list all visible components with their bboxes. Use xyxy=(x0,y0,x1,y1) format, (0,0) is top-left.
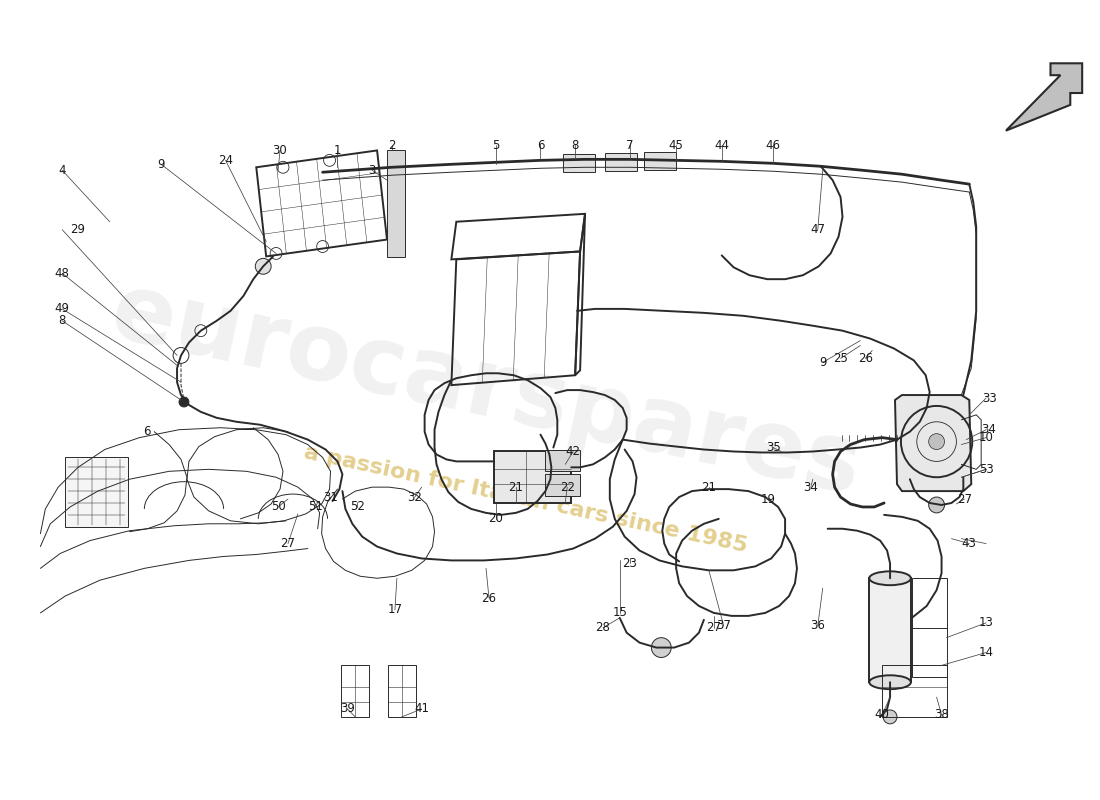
Text: 19: 19 xyxy=(761,493,776,506)
Text: 34: 34 xyxy=(803,481,818,494)
Text: 7: 7 xyxy=(626,139,634,152)
Circle shape xyxy=(928,434,945,450)
Text: 8: 8 xyxy=(58,314,66,327)
Text: 17: 17 xyxy=(387,603,403,617)
Text: 22: 22 xyxy=(560,481,574,494)
Text: 27: 27 xyxy=(706,622,722,634)
Text: 53: 53 xyxy=(979,463,993,476)
Text: 10: 10 xyxy=(979,431,993,444)
Circle shape xyxy=(883,710,896,724)
Text: 26: 26 xyxy=(858,352,872,365)
Text: 49: 49 xyxy=(55,302,69,315)
Text: 33: 33 xyxy=(981,391,997,405)
Bar xyxy=(494,451,571,503)
Text: 34: 34 xyxy=(981,423,997,436)
Text: 4: 4 xyxy=(58,164,66,177)
Text: 29: 29 xyxy=(70,223,86,236)
Polygon shape xyxy=(65,458,128,526)
Text: 27: 27 xyxy=(957,493,971,506)
Polygon shape xyxy=(1005,63,1082,130)
Bar xyxy=(645,153,676,170)
Text: 5: 5 xyxy=(492,139,499,152)
Text: 2: 2 xyxy=(388,139,396,152)
Text: 30: 30 xyxy=(273,144,287,157)
Bar xyxy=(546,450,580,471)
Bar xyxy=(605,154,637,171)
Text: 37: 37 xyxy=(716,619,732,632)
Text: 9: 9 xyxy=(820,356,826,369)
Text: 42: 42 xyxy=(565,445,581,458)
Polygon shape xyxy=(895,395,971,491)
Text: 21: 21 xyxy=(702,481,716,494)
Bar xyxy=(387,150,405,258)
Text: 21: 21 xyxy=(508,481,524,494)
Text: 47: 47 xyxy=(811,223,825,236)
Bar xyxy=(912,578,946,678)
Text: 52: 52 xyxy=(350,501,365,514)
Text: 25: 25 xyxy=(833,352,848,365)
Bar xyxy=(563,154,595,172)
Text: 46: 46 xyxy=(766,139,781,152)
Text: 38: 38 xyxy=(934,709,949,722)
Text: 20: 20 xyxy=(488,512,504,526)
Text: 51: 51 xyxy=(308,501,323,514)
Bar xyxy=(869,578,911,682)
Ellipse shape xyxy=(869,675,911,689)
Text: 45: 45 xyxy=(669,139,683,152)
Text: 3: 3 xyxy=(368,164,376,177)
Text: 36: 36 xyxy=(811,619,825,632)
Text: a passion for Italian cars since 1985: a passion for Italian cars since 1985 xyxy=(302,442,749,556)
Text: 15: 15 xyxy=(613,606,627,619)
Text: 28: 28 xyxy=(595,622,610,634)
Circle shape xyxy=(255,258,271,274)
Text: 41: 41 xyxy=(415,702,429,715)
Text: 32: 32 xyxy=(407,490,422,503)
Text: 14: 14 xyxy=(979,646,993,659)
Text: 44: 44 xyxy=(714,139,729,152)
Text: 40: 40 xyxy=(874,709,890,722)
Ellipse shape xyxy=(869,571,911,585)
Text: 24: 24 xyxy=(218,154,233,167)
Circle shape xyxy=(179,397,189,407)
Circle shape xyxy=(651,638,671,658)
Text: 43: 43 xyxy=(961,537,977,550)
Bar xyxy=(546,474,580,496)
Text: 50: 50 xyxy=(271,501,285,514)
Text: 1: 1 xyxy=(333,144,341,157)
Text: 39: 39 xyxy=(340,702,355,715)
Text: 27: 27 xyxy=(280,537,296,550)
Text: 13: 13 xyxy=(979,616,993,630)
Text: 9: 9 xyxy=(157,158,165,171)
Text: 31: 31 xyxy=(323,490,338,503)
Text: 23: 23 xyxy=(623,557,637,570)
Text: 48: 48 xyxy=(55,266,69,280)
Circle shape xyxy=(928,497,945,513)
Text: 8: 8 xyxy=(572,139,579,152)
Text: 6: 6 xyxy=(144,425,151,438)
Text: 35: 35 xyxy=(766,441,781,454)
Text: 26: 26 xyxy=(482,591,496,605)
Text: eurocarspares: eurocarspares xyxy=(103,266,869,514)
Text: 6: 6 xyxy=(537,139,544,152)
